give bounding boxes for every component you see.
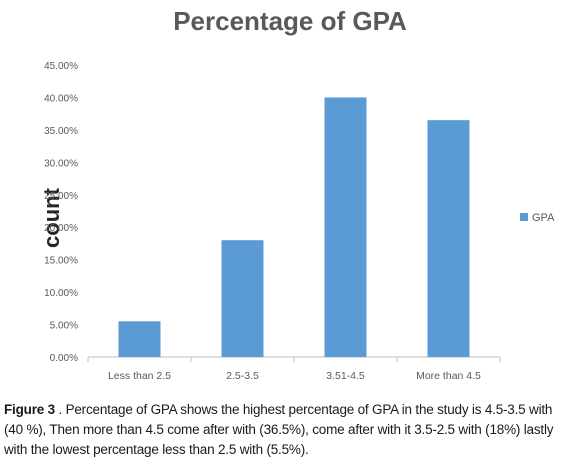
figure-caption: Figure 3 . Percentage of GPA shows the h… <box>4 400 570 460</box>
caption-text: . Percentage of GPA shows the highest pe… <box>4 402 554 457</box>
y-tick-label: 5.00% <box>50 321 78 332</box>
y-tick-label: 0.00% <box>50 353 78 364</box>
y-tick-label: 10.00% <box>44 288 78 299</box>
x-tick-label: 2.5-3.5 <box>226 370 259 382</box>
y-tick-label: 35.00% <box>44 126 78 137</box>
y-tick-label: 40.00% <box>44 93 78 104</box>
y-tick-label: 20.00% <box>44 223 78 234</box>
bar <box>118 321 161 357</box>
chart-title: Percentage of GPA <box>173 6 407 36</box>
y-tick-label: 30.00% <box>44 158 78 169</box>
chart-area: Percentage of GPA count 0.00% 5.00% 10.00%… <box>39 6 555 382</box>
x-tick-label: More than 4.5 <box>416 370 481 382</box>
legend-label: GPA <box>532 212 555 224</box>
bar-chart: 0.00% 5.00% 10.00% 15.00% 20.00% 25.00% 30.00%… <box>44 61 555 382</box>
y-tick-label: 15.00% <box>44 256 78 267</box>
bar <box>221 240 264 357</box>
bar <box>427 120 470 358</box>
figure-label: Figure 3 <box>4 402 55 417</box>
x-tick-label: 3.51-4.5 <box>326 370 365 382</box>
y-tick-label: 45.00% <box>44 61 78 72</box>
x-tick-label: Less than 2.5 <box>108 370 171 382</box>
y-tick-label: 25.00% <box>44 191 78 202</box>
legend-swatch <box>520 213 528 221</box>
bar <box>324 97 367 357</box>
